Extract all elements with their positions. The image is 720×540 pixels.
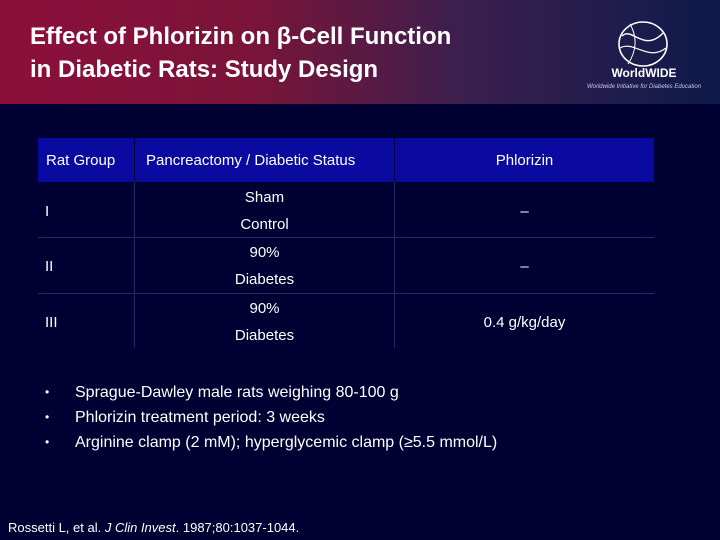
title-banner: Effect of Phlorizin on β-Cell Function i… <box>0 0 720 104</box>
table-cell-status: 90% <box>249 300 280 317</box>
row-divider <box>38 293 654 294</box>
title-line-2: in Diabetic Rats: Study Design <box>30 56 379 83</box>
column-divider <box>134 182 135 348</box>
table-cell-group: I <box>45 203 50 220</box>
list-item: • Arginine clamp (2 mM); hyperglycemic c… <box>45 430 665 455</box>
table-cell-status: Diabetes <box>234 271 295 288</box>
bullet-marker: • <box>45 385 50 399</box>
row-divider <box>38 237 654 238</box>
worldwide-logo: WorldWIDE Worldwide Initiative for Diabe… <box>574 18 714 98</box>
column-header-rat-group: Rat Group <box>46 152 116 169</box>
title-line-1: Effect of Phlorizin on β-Cell Function <box>30 23 452 50</box>
logo-wordmark: WorldWIDE <box>611 66 677 80</box>
table-cell-status: Diabetes <box>234 327 295 344</box>
column-divider <box>394 182 395 348</box>
column-header-status: Pancreactomy / Diabetic Status <box>146 152 356 169</box>
bullet-marker: • <box>45 410 50 424</box>
table-cell-phlorizin: – <box>520 258 529 275</box>
bullet-text: Sprague-Dawley male rats weighing 80-100… <box>75 384 399 401</box>
table-cell-status: 90% <box>249 244 280 261</box>
bullet-marker: • <box>45 435 50 449</box>
citation-journal: J Clin Invest <box>104 520 176 535</box>
table-cell-phlorizin: 0.4 g/kg/day <box>483 314 566 331</box>
citation: Rossetti L, et al. J Clin Invest. 1987;8… <box>8 520 299 535</box>
list-item: • Phlorizin treatment period: 3 weeks <box>45 405 665 430</box>
logo-tagline: Worldwide Initiative for Diabetes Educat… <box>586 84 702 90</box>
table-header-row: Rat Group Pancreactomy / Diabetic Status… <box>38 138 654 182</box>
bullet-text: Phlorizin treatment period: 3 weeks <box>75 409 325 426</box>
header-divider <box>394 138 395 182</box>
table-cell-group: III <box>45 314 58 331</box>
slide-title: Effect of Phlorizin on β-Cell Function i… <box>30 20 570 86</box>
column-header-phlorizin: Phlorizin <box>495 152 554 169</box>
table-cell-group: II <box>45 258 54 275</box>
globe-icon <box>618 21 668 67</box>
header-divider <box>134 138 135 182</box>
list-item: • Sprague-Dawley male rats weighing 80-1… <box>45 380 665 405</box>
citation-authors: Rossetti L, et al. <box>8 520 105 535</box>
citation-details: . 1987;80:1037-1044. <box>175 520 300 535</box>
table-cell-status: Sham <box>244 189 285 206</box>
table-cell-status: Control <box>240 216 289 233</box>
bullet-text: Arginine clamp (2 mM); hyperglycemic cla… <box>75 434 498 451</box>
table-cell-phlorizin: – <box>520 203 529 220</box>
bullet-list: • Sprague-Dawley male rats weighing 80-1… <box>45 380 665 455</box>
